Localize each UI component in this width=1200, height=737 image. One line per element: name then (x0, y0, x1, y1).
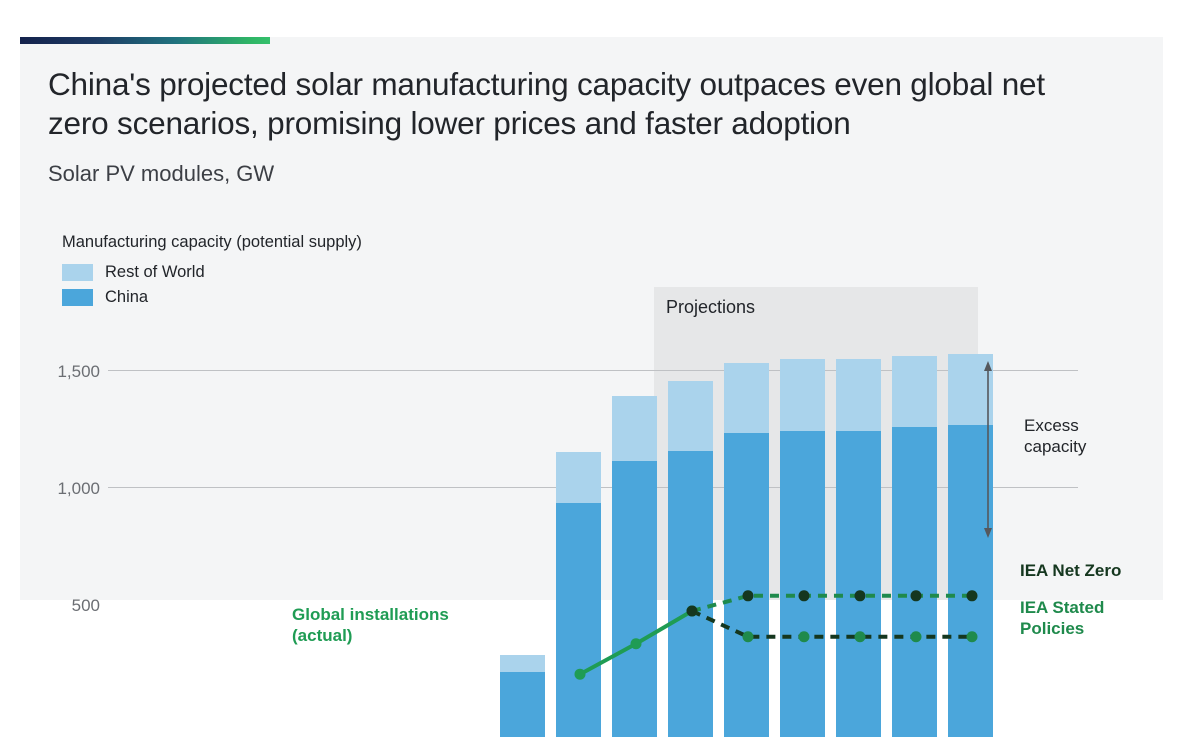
global-installations-line-1: Global installations (292, 605, 449, 624)
excess-capacity-arrow (984, 361, 992, 538)
line-series-overlay (574, 361, 992, 680)
gridline-1500 (108, 370, 1078, 371)
data-point[interactable] (910, 590, 922, 602)
series-label-iea-net-zero: IEA Net Zero (1020, 561, 1122, 580)
page-title: China's projected solar manufacturing ca… (48, 66, 1045, 141)
data-point[interactable] (854, 631, 866, 643)
series-label-iea-stated-policies: IEA Stated Policies (1020, 597, 1104, 639)
legend-item-rest-of-world[interactable]: Rest of World (62, 261, 362, 283)
data-point[interactable] (686, 605, 698, 617)
bar-segment-rest-of-world (780, 359, 825, 431)
bar-segment-china (500, 671, 545, 737)
legend-swatch-china (62, 288, 93, 306)
plot-area: Projections 1,500 1,000 500 (20, 37, 1163, 737)
global-installations-line-2: (actual) (292, 626, 353, 645)
data-point[interactable] (742, 590, 754, 602)
projections-label: Projections (666, 297, 756, 317)
iea-stated-policies-line-1: IEA Stated (1020, 598, 1105, 617)
chart-card: China's projected solar manufacturing ca… (20, 37, 1163, 737)
chart-subtitle: Solar PV modules, GW (48, 161, 275, 186)
data-point[interactable] (854, 590, 866, 602)
ytick-label-1000: 1,000 (57, 479, 100, 498)
excess-capacity-annotation: Excess capacity (1024, 415, 1086, 457)
bar-segment-rest-of-world (724, 362, 769, 434)
data-point[interactable] (966, 590, 978, 602)
bar-segment-rest-of-world (836, 359, 881, 431)
excess-capacity-line-1: Excess (1024, 416, 1079, 435)
iea-stated-policies-line-2: Policies (1020, 619, 1085, 638)
bar-segment-rest-of-world (500, 655, 545, 672)
legend: Manufacturing capacity (potential supply… (62, 233, 362, 311)
bar-segment-rest-of-world (892, 355, 937, 428)
legend-title: Manufacturing capacity (potential supply… (62, 233, 362, 251)
accent-gradient-bar (20, 37, 270, 44)
legend-item-china[interactable]: China (62, 286, 362, 308)
data-point[interactable] (574, 668, 586, 680)
bar-segment-rest-of-world (948, 353, 993, 425)
bar-segment-rest-of-world (612, 395, 657, 462)
legend-label-rest-of-world: Rest of World (105, 262, 205, 281)
data-point[interactable] (910, 631, 922, 643)
data-point[interactable] (798, 590, 810, 602)
ytick-label-1500: 1,500 (57, 362, 100, 381)
excess-capacity-line-2: capacity (1024, 437, 1087, 456)
legend-label-china: China (105, 287, 149, 306)
bar-segment-rest-of-world (556, 451, 601, 504)
data-point[interactable] (798, 631, 810, 643)
data-point[interactable] (742, 631, 754, 643)
data-point[interactable] (630, 638, 642, 650)
legend-swatch-rest-of-world (62, 263, 93, 281)
series-label-global-installations: Global installations (actual) (292, 604, 449, 646)
bar-segment-rest-of-world (668, 380, 713, 451)
data-point[interactable] (966, 631, 978, 643)
